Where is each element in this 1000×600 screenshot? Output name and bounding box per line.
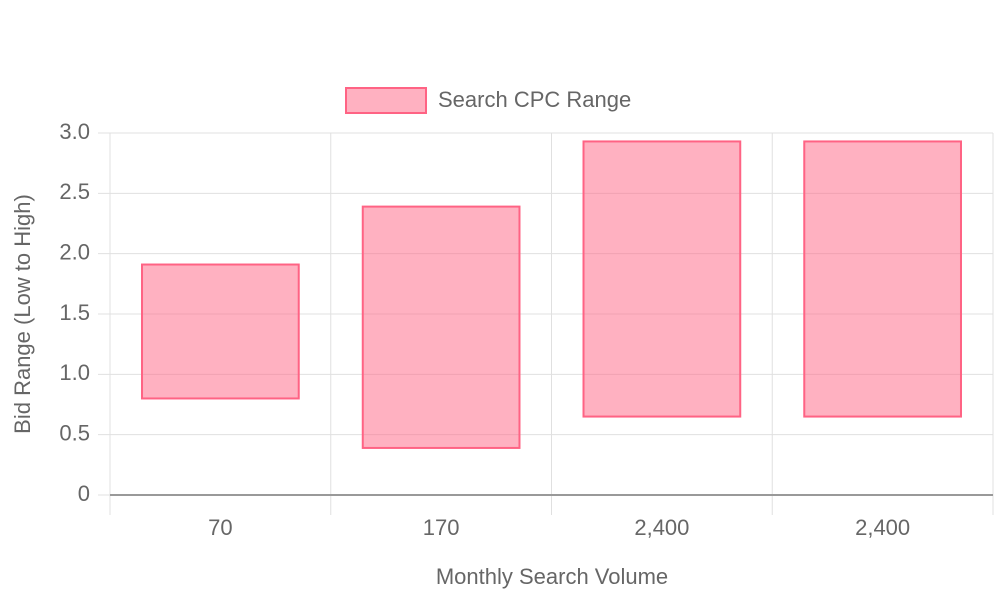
bar <box>803 140 962 418</box>
legend-label: Search CPC Range <box>438 87 631 112</box>
y-tick-label: 2.0 <box>59 239 90 264</box>
y-tick-label: 1.5 <box>59 300 90 325</box>
y-axis-label: Bid Range (Low to High) <box>10 194 35 434</box>
x-tick-label: 70 <box>208 515 232 540</box>
y-tick-label: 0.5 <box>59 420 90 445</box>
bar <box>141 263 300 400</box>
y-tick-label: 3.0 <box>59 119 90 144</box>
y-tick-label: 0 <box>78 481 90 506</box>
bar <box>582 140 742 418</box>
bar <box>361 205 521 449</box>
y-tick-label: 2.5 <box>59 179 90 204</box>
x-tick-label: 2,400 <box>634 515 689 540</box>
x-tick-label: 2,400 <box>855 515 910 540</box>
x-tick-label: 170 <box>423 515 460 540</box>
legend-swatch <box>345 87 427 114</box>
x-axis-label: Monthly Search Volume <box>436 564 668 589</box>
y-tick-label: 1.0 <box>59 360 90 385</box>
